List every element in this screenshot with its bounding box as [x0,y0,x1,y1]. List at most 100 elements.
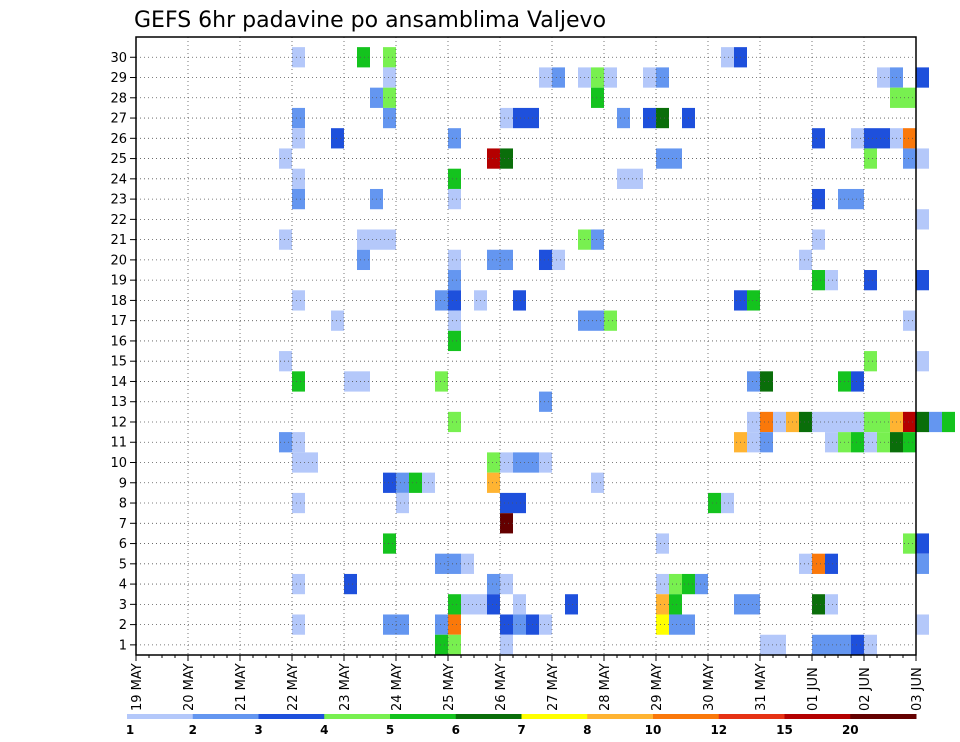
heatmap-cell [916,270,929,291]
heatmap-cell [383,472,396,493]
heatmap-cell [500,513,513,534]
heatmap-cell [851,128,864,149]
colorbar-segment [653,714,720,719]
heatmap-cell [357,47,370,68]
heatmap-cell [513,290,526,311]
heatmap-cell [903,148,916,169]
heatmap-cell [812,188,825,210]
x-tick-label: 02 JUN [858,667,873,711]
heatmap-cell [448,249,461,271]
heatmap-cell [500,452,513,473]
heatmap-cell [721,47,734,68]
colorbar-tick-label: 1 [126,723,134,737]
heatmap-cell [929,411,942,433]
heatmap-cell [656,107,669,129]
heatmap-cell [812,128,825,149]
y-tick-label: 8 [119,497,127,512]
colorbar-segment [587,714,654,719]
y-tick-label: 3 [119,598,127,613]
heatmap-cell [448,310,461,331]
heatmap-cell [916,411,929,433]
heatmap-cell [825,432,838,453]
heatmap-cell [383,533,396,554]
heatmap-cell [448,411,461,433]
heatmap-cell [643,67,656,88]
heatmap-cell [656,573,669,595]
heatmap-cell [513,452,539,473]
heatmap-cell [760,432,773,453]
heatmap-cell [435,290,448,311]
heatmap-cell [448,270,461,291]
heatmap-cell [877,432,890,453]
x-tick-label: 22 MAY [286,663,301,711]
heatmap-cell [903,128,916,149]
heatmap-cell [916,67,929,88]
colorbar-tick-label: 8 [583,723,591,737]
y-tick-label: 28 [110,91,127,106]
colorbar-segment [718,714,785,719]
heatmap-cell [448,168,461,189]
y-tick-label: 15 [110,355,127,370]
chart-title: GEFS 6hr padavine po ansamblima Valjevo [134,8,606,33]
heatmap-cell [669,614,695,635]
y-tick-label: 27 [110,112,127,127]
y-tick-label: 13 [110,395,127,410]
heatmap-cell [656,533,669,554]
heatmap-cell [292,47,305,68]
colorbar-segment [784,714,851,719]
y-tick-label: 11 [110,436,127,451]
x-tick-label: 31 MAY [754,663,769,711]
colorbar-tick-label: 3 [254,723,262,737]
heatmap-cell [487,573,500,595]
heatmap-cell [604,67,617,88]
heatmap-cell [461,594,487,615]
heatmap-cell [448,290,461,311]
heatmap-cell [383,47,396,68]
heatmap-cell [877,411,890,433]
heatmap-cell [864,270,877,291]
heatmap-cell [383,67,396,88]
heatmap-cell [292,188,305,210]
x-tick-label: 28 MAY [598,663,613,711]
heatmap-cell [799,249,812,271]
y-tick-label: 16 [110,334,127,349]
heatmap-cell [903,411,916,433]
y-tick-label: 25 [110,152,127,167]
heatmap-cell [838,188,864,210]
x-tick-label: 29 MAY [650,663,665,711]
heatmap-cell [552,249,565,271]
grid-lines [136,37,916,655]
x-tick-label: 30 MAY [702,663,717,711]
heatmap-cell [942,411,955,433]
heatmap-cell [916,553,929,574]
x-tick-label: 24 MAY [390,663,405,711]
colorbar-segment [324,714,391,719]
heatmap-cell [448,188,461,210]
heatmap-cell [864,351,877,372]
y-tick-label: 23 [110,193,127,208]
colorbar-tick-label: 6 [452,723,460,737]
heatmap-cell [487,594,500,615]
heatmap-cell [656,67,669,88]
heatmap-cell [760,411,773,433]
heatmap-cell [292,107,305,129]
heatmap-cell [292,614,305,635]
y-tick-label: 10 [110,456,127,471]
heatmap-cell [513,614,526,635]
heatmap-cells [279,47,955,655]
heatmap-cell [851,634,864,655]
heatmap-cell [487,452,500,473]
heatmap-cell [591,229,604,250]
heatmap-cell [812,634,851,655]
y-tick-label: 14 [110,375,127,390]
heatmap-cell [331,310,344,331]
heatmap-cell [370,229,396,250]
heatmap-cell [747,411,760,433]
heatmap-cell [812,553,825,574]
heatmap-cell [812,270,825,291]
colorbar-tick-label: 5 [386,723,394,737]
y-tick-label: 7 [119,517,127,532]
y-tick-label: 17 [110,314,127,329]
heatmap-cell [500,634,513,655]
y-tick-label: 18 [110,294,127,309]
